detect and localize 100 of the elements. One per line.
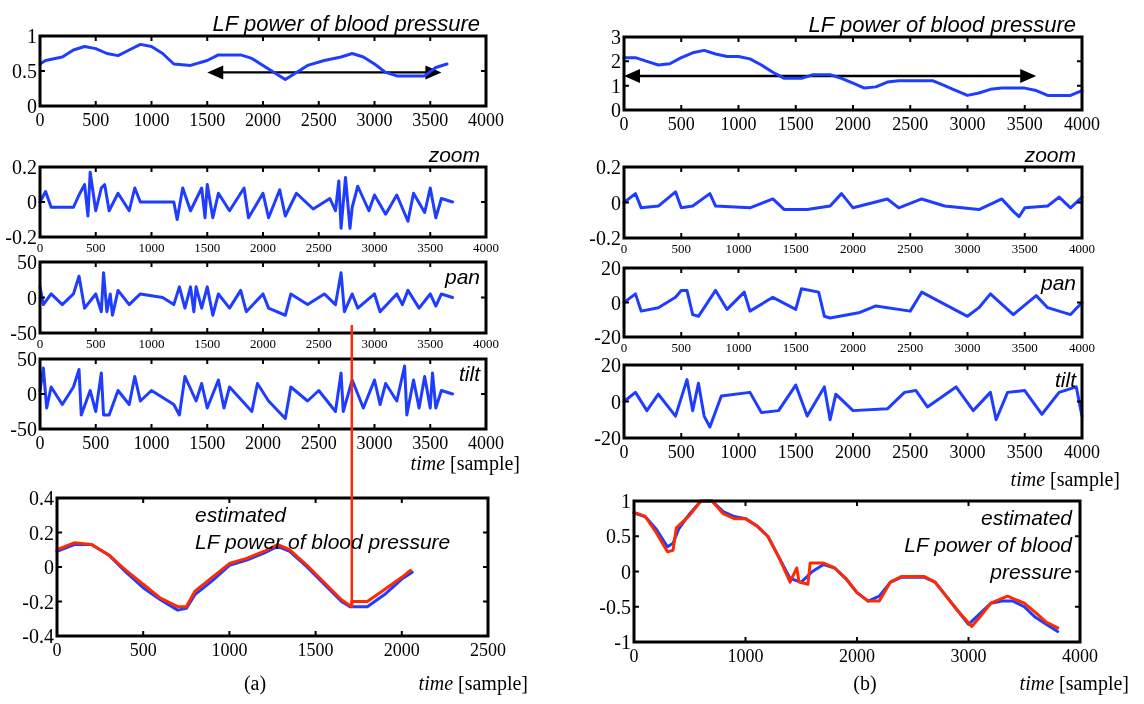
chart-title: tilt — [459, 362, 482, 385]
x-tick-label: 500 — [671, 241, 691, 256]
y-tick-label: 0.5 — [606, 525, 631, 548]
x-axis-title: time [sample] — [410, 452, 520, 475]
x-tick-label: 3500 — [417, 240, 444, 255]
y-tick-label: -50 — [10, 418, 37, 440]
x-tick-label: 3000 — [361, 336, 388, 351]
x-tick-label: 1000 — [727, 646, 764, 666]
y-tick-label: 0.2 — [29, 521, 54, 544]
x-tick-label: 2000 — [383, 640, 420, 660]
y-tick-label: -20 — [594, 427, 621, 449]
x-tick-label: 1000 — [138, 336, 165, 351]
x-tick-label: 2000 — [245, 433, 281, 453]
x-tick-label: 2500 — [300, 433, 337, 453]
x-tick-label: 3500 — [412, 110, 449, 130]
x-tick-label: 4000 — [1064, 114, 1100, 134]
x-tick-label: 3500 — [417, 336, 444, 351]
x-tick-label: 1500 — [777, 442, 814, 462]
chart-title: tilt — [1055, 368, 1078, 391]
y-tick-label: 1 — [621, 490, 631, 512]
y-tick-label: -0.4 — [22, 625, 54, 647]
x-tick-label: 3000 — [356, 110, 393, 130]
x-tick-label: 2500 — [892, 442, 929, 462]
x-tick-label: 3000 — [954, 340, 981, 355]
x-tick-label: 2500 — [897, 340, 924, 355]
y-tick-label: 0 — [611, 191, 621, 214]
x-tick-label: 2500 — [300, 110, 337, 130]
x-tick-label: 4000 — [1062, 646, 1098, 666]
y-tick-label: 0 — [621, 560, 631, 583]
text: estimated LF power of blood pressure — [904, 506, 1074, 583]
chart-title: LF power of blood pressure — [808, 12, 1076, 37]
y-tick-label: 0 — [27, 286, 37, 309]
y-tick-label: -0.2 — [589, 227, 621, 249]
text: (b) — [853, 672, 877, 695]
y-tick-label: -20 — [594, 326, 621, 348]
x-tick-label: 500 — [86, 240, 106, 255]
y-tick-label: 20 — [601, 354, 621, 376]
x-axis-title: time [sample] — [1019, 672, 1129, 695]
y-tick-label: -0.2 — [5, 226, 37, 248]
x-tick-label: 3500 — [1011, 241, 1038, 256]
x-tick-label: 3500 — [1006, 114, 1043, 134]
x-tick-label: 2000 — [840, 340, 866, 355]
x-tick-label: 3000 — [954, 241, 981, 256]
x-tick-label: 4000 — [468, 110, 504, 130]
y-tick-label: 1 — [611, 74, 621, 97]
x-tick-label: 3000 — [949, 442, 986, 462]
x-tick-label: 1500 — [782, 340, 809, 355]
x-tick-label: 500 — [671, 340, 691, 355]
chart-title: zoom — [427, 143, 480, 166]
x-tick-label: 1000 — [720, 114, 757, 134]
x-tick-label: 1500 — [189, 110, 226, 130]
y-tick-label: 3 — [611, 26, 621, 48]
y-tick-label: 0.4 — [29, 487, 54, 509]
text: (a) — [243, 672, 267, 695]
x-tick-label: 3000 — [356, 433, 393, 453]
chart-title: pan — [443, 265, 480, 288]
y-tick-label: 50 — [17, 251, 37, 273]
x-tick-label: 1500 — [777, 114, 814, 134]
y-tick-label: 0 — [27, 383, 37, 405]
y-tick-label: -50 — [10, 322, 37, 344]
x-axis-title: time [sample] — [1010, 468, 1120, 491]
x-tick-label: 500 — [86, 336, 106, 351]
x-tick-label: 3500 — [412, 433, 449, 453]
x-tick-label: 1000 — [720, 442, 757, 462]
x-tick-label: 2000 — [839, 646, 875, 666]
x-axis-title: time [sample] — [418, 672, 528, 695]
x-tick-label: 2000 — [250, 336, 276, 351]
x-tick-label: 4000 — [473, 240, 499, 255]
chart-title: pan — [1039, 271, 1076, 294]
x-tick-label: 2500 — [892, 114, 929, 134]
x-tick-label: 3500 — [1006, 442, 1043, 462]
y-tick-label: 0 — [611, 291, 621, 314]
y-tick-label: 0 — [611, 390, 621, 413]
x-tick-label: 2000 — [835, 114, 871, 134]
chart-title: LF power of blood pressure — [212, 11, 480, 36]
x-tick-label: 4000 — [468, 433, 504, 453]
x-tick-label: 500 — [667, 442, 695, 462]
y-tick-label: -0.5 — [599, 595, 631, 618]
y-tick-label: 50 — [17, 348, 37, 370]
x-tick-label: 3000 — [950, 646, 987, 666]
x-tick-label: 1000 — [138, 240, 165, 255]
x-tick-label: 3000 — [949, 114, 986, 134]
x-tick-label: 2500 — [897, 241, 924, 256]
y-tick-label: 20 — [601, 257, 621, 279]
y-tick-label: -1 — [614, 631, 631, 653]
x-tick-label: 4000 — [1064, 442, 1100, 462]
x-tick-label: 500 — [82, 433, 110, 453]
x-tick-label: 2000 — [250, 240, 276, 255]
x-tick-label: 4000 — [473, 336, 499, 351]
x-tick-label: 1000 — [211, 640, 248, 660]
x-tick-label: 500 — [82, 110, 110, 130]
x-tick-label: 1500 — [782, 241, 809, 256]
x-tick-label: 2000 — [835, 442, 871, 462]
y-tick-label: 1 — [27, 25, 37, 47]
chart-title: zoom — [1023, 143, 1076, 166]
y-tick-label: 0 — [27, 191, 37, 213]
x-tick-label: 1000 — [725, 340, 752, 355]
x-tick-label: 2000 — [245, 110, 281, 130]
x-tick-label: 2000 — [840, 241, 866, 256]
x-tick-label: 4000 — [1069, 241, 1095, 256]
